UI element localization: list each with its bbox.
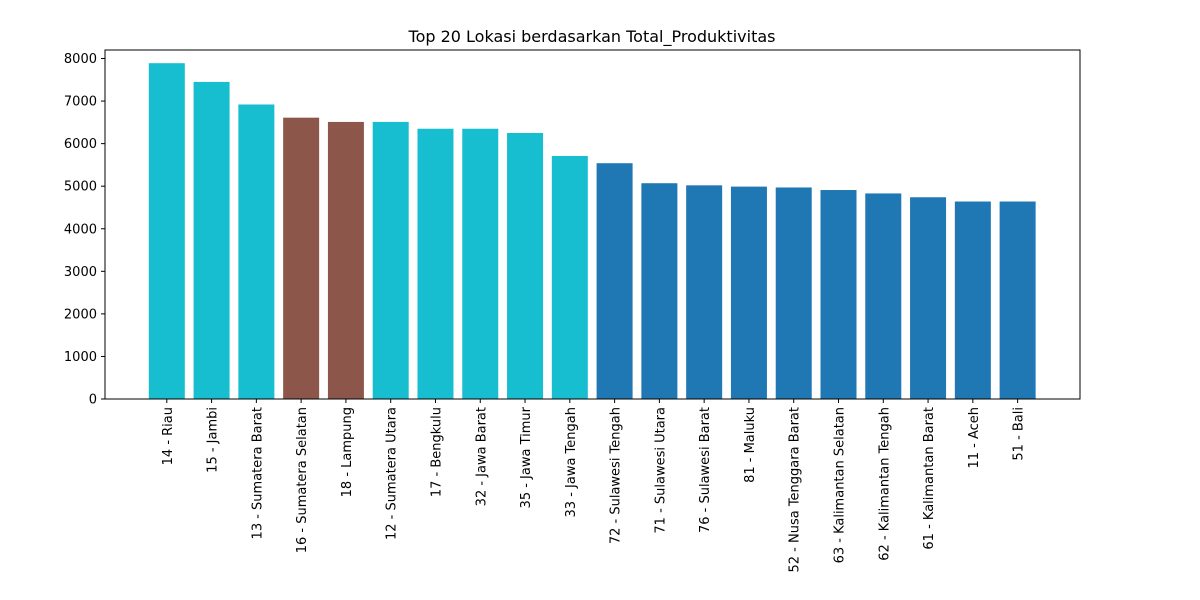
x-tick-label: 11 - Aceh: [967, 407, 982, 469]
x-tick-label: 15 - Jambi: [206, 407, 221, 473]
x-tick-label: 32 - Jawa Barat: [474, 407, 489, 506]
plot-frame: [104, 49, 1081, 400]
bar: [238, 104, 275, 399]
bar: [507, 132, 544, 400]
bar: [820, 190, 857, 399]
x-axis: 14 - Riau 15 - Jambi 13 - Sumatera Barat 16…: [161, 399, 1027, 573]
x-tick-label: 16 - Sumatera Selatan: [295, 407, 310, 553]
bar: [193, 81, 230, 400]
y-tick-label: 6000: [64, 137, 97, 152]
x-tick-label: 52 - Nusa Tenggara Barat: [788, 407, 803, 573]
x-tick-label: 33 - Jawa Tengah: [564, 407, 579, 517]
bar: [551, 155, 588, 399]
bar: [327, 121, 364, 400]
bar: [999, 201, 1036, 399]
y-tick-label: 8000: [64, 52, 97, 67]
bar: [283, 117, 320, 400]
x-tick-label: 14 - Riau: [161, 407, 176, 465]
x-tick-label: 81 - Maluku: [743, 407, 758, 483]
x-tick-label: 61 - Kalimantan Barat: [922, 407, 937, 550]
x-tick-label: 18 - Lampung: [340, 407, 355, 497]
y-tick-label: 0: [89, 393, 97, 408]
x-tick-label: 63 - Kalimantan Selatan: [833, 407, 848, 563]
x-tick-label: 62 - Kalimantan Tengah: [877, 407, 892, 561]
y-tick-label: 7000: [64, 95, 97, 110]
bar: [372, 121, 409, 400]
y-axis: 0 1000 2000 3000 4000 5000 6000 7000 8000: [64, 52, 105, 408]
bar: [775, 187, 812, 399]
x-tick-label: 71 - Sulawesi Utara: [653, 407, 668, 534]
x-tick-label: 35 - Jawa Timur: [519, 406, 534, 508]
y-tick-label: 2000: [64, 307, 97, 322]
bar: [148, 63, 185, 399]
chart-title: Top 20 Lokasi berdasarkan Total_Produkti…: [408, 27, 776, 47]
bar: [686, 185, 723, 399]
bar: [462, 128, 499, 400]
y-tick-label: 3000: [64, 265, 97, 280]
bar: [730, 186, 767, 399]
bars-group: [148, 63, 1036, 400]
bar: [910, 197, 947, 399]
bar: [954, 201, 991, 399]
y-tick-label: 1000: [64, 350, 97, 365]
x-tick-label: 13 - Sumatera Barat: [250, 407, 265, 539]
x-tick-label: 17 - Bengkulu: [429, 407, 444, 497]
x-tick-label: 12 - Sumatera Utara: [385, 407, 400, 540]
x-tick-label: 76 - Sulawesi Barat: [698, 407, 713, 533]
x-tick-label: 51 - Bali: [1012, 407, 1027, 461]
bar: [417, 128, 454, 400]
y-tick-label: 4000: [64, 222, 97, 237]
bar: [865, 193, 902, 399]
x-tick-label: 72 - Sulawesi Tengah: [609, 407, 624, 544]
y-tick-label: 5000: [64, 180, 97, 195]
bar: [641, 183, 678, 399]
bar: [596, 163, 633, 399]
